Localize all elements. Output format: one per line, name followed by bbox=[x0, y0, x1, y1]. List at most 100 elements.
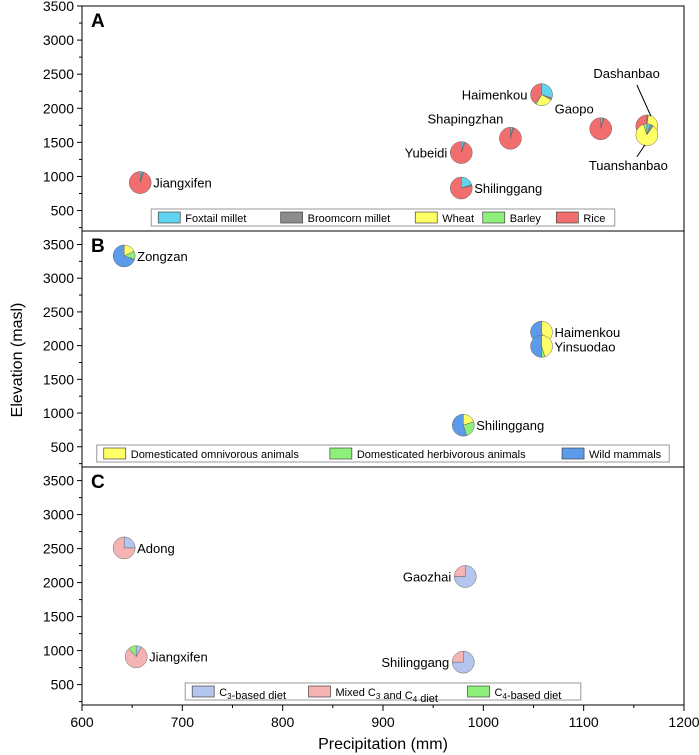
pie-yinsuodao-slice-2 bbox=[530, 335, 542, 358]
leader-line bbox=[636, 84, 652, 117]
y-tick-label: 1500 bbox=[43, 134, 74, 150]
pie-shapingzhan-slice-4 bbox=[499, 127, 522, 150]
legend-swatch bbox=[329, 447, 353, 460]
legend-swatch bbox=[191, 685, 215, 698]
site-label: Jiangxifen bbox=[153, 176, 212, 191]
legend: C3-based diet Mixed C3 and C4 diet C4-base… bbox=[184, 682, 582, 705]
pie-shilinggang-slice-0 bbox=[452, 650, 475, 674]
pie-jiangxifen-slice-1 bbox=[124, 646, 148, 668]
site-yubeidi: Yubeidi bbox=[405, 141, 473, 164]
y-tick-label: 500 bbox=[51, 203, 75, 219]
y-tick-label: 1000 bbox=[43, 168, 74, 184]
legend-entry: C4-based diet bbox=[495, 687, 562, 702]
pie-tuanshanbao-slice-3 bbox=[643, 123, 648, 135]
pie-gaozhai-slice-1 bbox=[454, 565, 466, 577]
site-tuanshanbao: Tuanshanbao bbox=[589, 123, 668, 173]
site-label: Tuanshanbao bbox=[589, 158, 668, 173]
site-haimenkou: Haimenkou bbox=[462, 83, 553, 106]
y-tick-label: 1000 bbox=[43, 405, 74, 421]
legend-box bbox=[96, 444, 670, 463]
legend-swatch bbox=[561, 447, 585, 460]
legend-swatch bbox=[103, 447, 127, 460]
legend: Foxtail millet Broomcorn millet Wheat Barle… bbox=[150, 208, 616, 227]
legend-entry: Domesticated omnivorous animals bbox=[131, 449, 300, 461]
x-tick-label: 700 bbox=[171, 714, 195, 730]
x-tick-label: 1000 bbox=[468, 714, 499, 730]
site-label: Shilinggang bbox=[381, 655, 449, 670]
y-tick-label: 3000 bbox=[43, 270, 74, 286]
x-tick-label: 1100 bbox=[569, 714, 599, 730]
site-label: Shilinggang bbox=[474, 181, 542, 196]
y-tick-label: 1500 bbox=[43, 609, 74, 625]
y-axis-title: Elevation (masl) bbox=[9, 303, 26, 418]
pie-yinsuodao-slice-0 bbox=[541, 335, 553, 358]
pie-haimenkou-slice-4 bbox=[530, 83, 542, 104]
legend-entry: Foxtail millet bbox=[185, 213, 246, 225]
x-tick-label: 1200 bbox=[668, 714, 699, 730]
legend-swatch bbox=[467, 685, 490, 698]
legend-swatch bbox=[157, 211, 181, 224]
site-label: Adong bbox=[137, 541, 175, 556]
panel-a: A 500 1000 1500 2000 2500 3000 3500 Jiangxifen Sh… bbox=[43, 0, 685, 232]
panel-b: B 500 1000 1500 2000 2500 3000 3500 Zongzan Haime… bbox=[43, 230, 685, 468]
site-adong: Adong bbox=[112, 536, 175, 560]
site-label: Zongzan bbox=[137, 249, 188, 264]
y-tick-label: 3500 bbox=[43, 236, 74, 252]
panel-label: B bbox=[91, 236, 105, 257]
site-label: Haimenkou bbox=[462, 88, 528, 103]
site-gaopo: Gaopo bbox=[555, 102, 612, 140]
legend-entry: Wheat bbox=[442, 213, 474, 225]
site-label: Gaozhai bbox=[403, 569, 452, 584]
y-tick-label: 2500 bbox=[43, 304, 74, 320]
pie-jiangxifen-slice-4 bbox=[128, 171, 152, 194]
legend-entry: Broomcorn millet bbox=[308, 213, 391, 225]
x-tick-label: 600 bbox=[70, 714, 94, 730]
leader-line bbox=[636, 144, 646, 158]
site-shilinggang: Shilinggang bbox=[452, 413, 544, 437]
y-tick-label: 2000 bbox=[43, 100, 74, 116]
y-tick-label: 500 bbox=[51, 677, 75, 693]
legend-swatch bbox=[482, 211, 506, 224]
panel-frame bbox=[81, 5, 685, 232]
site-shapingzhan: Shapingzhan bbox=[428, 111, 522, 150]
site-label: Yinsuodao bbox=[555, 339, 616, 354]
legend-swatch bbox=[280, 211, 303, 224]
site-jiangxifen: Jiangxifen bbox=[124, 645, 208, 668]
legend: Domesticated omnivorous animals Domestica… bbox=[96, 444, 670, 463]
pie-jiangxifen-slice-2 bbox=[128, 645, 137, 658]
site-label: Haimenkou bbox=[555, 325, 621, 340]
legend-entry: Domesticated herbivorous animals bbox=[357, 449, 526, 461]
legend-entry: Barley bbox=[510, 213, 542, 225]
site-zongzan: Zongzan bbox=[112, 244, 188, 268]
pie-adong-slice-1 bbox=[112, 536, 136, 560]
site-shilinggang: Shilinggang bbox=[450, 176, 542, 200]
y-tick-label: 1500 bbox=[43, 371, 74, 387]
site-yinsuodao: Yinsuodao bbox=[530, 335, 616, 358]
y-tick-label: 2500 bbox=[43, 66, 74, 82]
site-label: Dashanbao bbox=[593, 66, 660, 81]
legend-swatch bbox=[555, 211, 579, 224]
legend-swatch bbox=[308, 685, 331, 698]
pie-shilinggang-slice-1 bbox=[452, 650, 464, 663]
pie-yubeidi-slice-4 bbox=[450, 141, 473, 164]
pie-shilinggang-slice-2 bbox=[452, 413, 467, 437]
x-tick-label: 800 bbox=[271, 714, 295, 730]
legend-entry: Mixed C3 and C4 diet bbox=[336, 687, 438, 705]
pie-adong-slice-0 bbox=[123, 536, 136, 549]
site-label: Gaopo bbox=[555, 102, 594, 117]
site-label: Yubeidi bbox=[405, 146, 448, 161]
y-tick-label: 3000 bbox=[43, 32, 74, 48]
pie-tuanshanbao-slice-2 bbox=[635, 124, 659, 147]
pie-shilinggang-slice-4 bbox=[450, 176, 473, 200]
legend-entry: Wild mammals bbox=[589, 449, 662, 461]
panel-c: C 500 1000 1500 2000 2500 3000 3500 600 700 800 900… bbox=[43, 466, 699, 730]
x-axis-title: Precipitation (mm) bbox=[318, 736, 448, 753]
pie-gaozhai-slice-0 bbox=[454, 565, 477, 588]
site-label: Jiangxifen bbox=[149, 650, 208, 665]
site-shilinggang: Shilinggang bbox=[381, 650, 475, 674]
y-tick-label: 3500 bbox=[43, 0, 74, 14]
y-tick-label: 3000 bbox=[43, 507, 74, 523]
legend-entry: Rice bbox=[583, 213, 605, 225]
pie-gaopo-slice-4 bbox=[589, 117, 612, 140]
